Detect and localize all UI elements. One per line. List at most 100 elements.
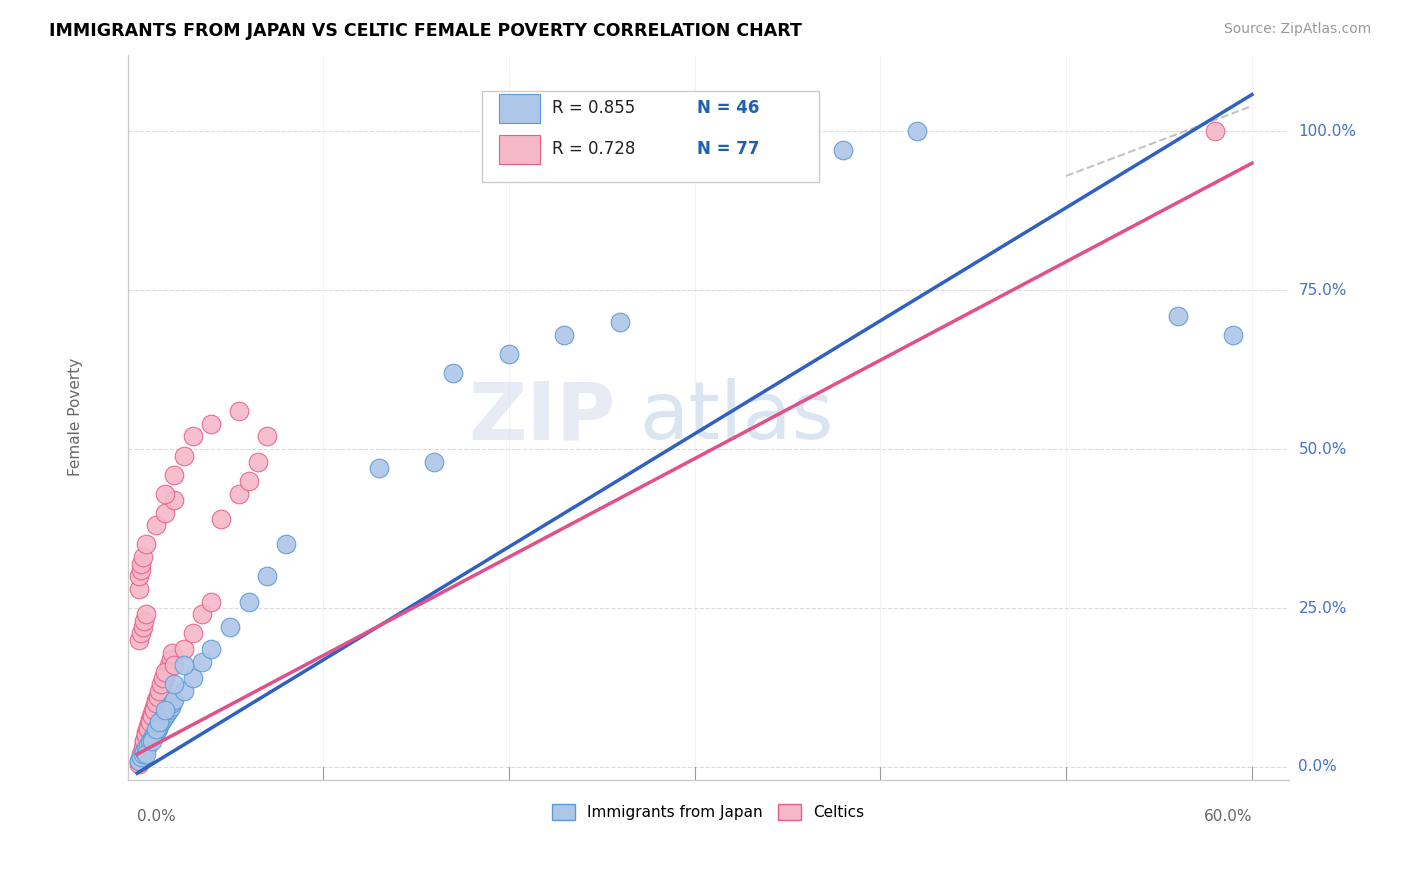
FancyBboxPatch shape	[499, 94, 540, 122]
Legend: Immigrants from Japan, Celtics: Immigrants from Japan, Celtics	[546, 798, 870, 826]
Point	[139, 712, 162, 726]
Point	[134, 744, 156, 758]
Point	[145, 697, 167, 711]
Point	[128, 569, 150, 583]
Point	[135, 731, 157, 746]
Point	[129, 750, 152, 764]
Point	[142, 699, 165, 714]
Point	[173, 449, 195, 463]
Point	[142, 703, 165, 717]
Point	[153, 703, 176, 717]
Point	[173, 642, 195, 657]
Point	[157, 703, 180, 717]
Point	[131, 550, 153, 565]
Point	[145, 693, 167, 707]
Point	[256, 429, 278, 443]
Point	[163, 693, 186, 707]
Point	[136, 722, 159, 736]
Point	[162, 646, 184, 660]
Text: 0.0%: 0.0%	[136, 808, 176, 823]
Point	[136, 738, 159, 752]
Point	[128, 582, 150, 596]
Point	[148, 683, 170, 698]
Point	[156, 665, 179, 679]
Point	[142, 728, 165, 742]
Point	[209, 512, 232, 526]
Point	[141, 709, 163, 723]
Point	[128, 754, 150, 768]
Point	[141, 709, 163, 723]
FancyBboxPatch shape	[499, 135, 540, 164]
Point	[423, 455, 446, 469]
Point	[1222, 327, 1244, 342]
Point	[131, 744, 153, 758]
Point	[145, 518, 167, 533]
Point	[200, 642, 222, 657]
Text: 50.0%: 50.0%	[1298, 442, 1347, 457]
Point	[148, 715, 170, 730]
Point	[1167, 309, 1189, 323]
Point	[131, 740, 153, 755]
Point	[200, 417, 222, 431]
Text: Source: ZipAtlas.com: Source: ZipAtlas.com	[1223, 22, 1371, 37]
Text: N = 77: N = 77	[697, 140, 759, 158]
Point	[139, 715, 162, 730]
Point	[173, 658, 195, 673]
Point	[150, 677, 173, 691]
Point	[441, 366, 464, 380]
Point	[129, 626, 152, 640]
Point	[159, 652, 181, 666]
Point	[134, 738, 156, 752]
Point	[134, 734, 156, 748]
Point	[367, 461, 389, 475]
Point	[238, 474, 260, 488]
Point	[609, 315, 631, 329]
Point	[156, 706, 179, 720]
Point	[134, 734, 156, 748]
Point	[553, 327, 575, 342]
Text: ZIP: ZIP	[468, 378, 616, 457]
Point	[145, 722, 167, 736]
Point	[153, 665, 176, 679]
Point	[191, 655, 214, 669]
Text: N = 46: N = 46	[697, 99, 759, 117]
Point	[200, 595, 222, 609]
Point	[163, 658, 186, 673]
Point	[150, 715, 173, 730]
Point	[135, 728, 157, 742]
Text: 75.0%: 75.0%	[1298, 283, 1347, 298]
Point	[907, 124, 929, 138]
Text: 0.0%: 0.0%	[1298, 759, 1337, 774]
Point	[129, 754, 152, 768]
Text: R = 0.855: R = 0.855	[551, 99, 636, 117]
Point	[134, 740, 156, 755]
Point	[136, 722, 159, 736]
Point	[238, 595, 260, 609]
Point	[134, 614, 156, 628]
Text: 25.0%: 25.0%	[1298, 600, 1347, 615]
Point	[139, 734, 162, 748]
Point	[146, 690, 169, 704]
Point	[153, 709, 176, 723]
Point	[246, 455, 269, 469]
Point	[135, 607, 157, 622]
Point	[159, 699, 181, 714]
Point	[228, 486, 250, 500]
Point	[135, 537, 157, 551]
Point	[128, 632, 150, 647]
Point	[129, 750, 152, 764]
Point	[128, 754, 150, 768]
Point	[163, 467, 186, 482]
Point	[152, 671, 174, 685]
Point	[153, 486, 176, 500]
Point	[256, 569, 278, 583]
Point	[141, 731, 163, 746]
Point	[150, 683, 173, 698]
Point	[832, 144, 855, 158]
Point	[153, 671, 176, 685]
Point	[135, 725, 157, 739]
Point	[129, 557, 152, 571]
Point	[152, 677, 174, 691]
Point	[136, 718, 159, 732]
Point	[1204, 124, 1226, 138]
